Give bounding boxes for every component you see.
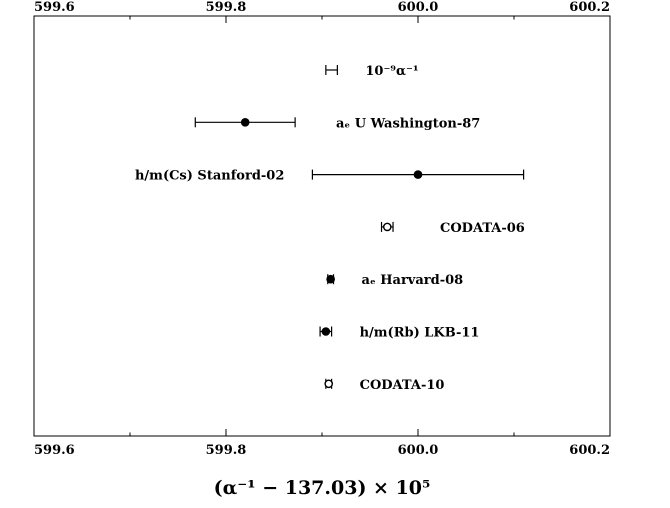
x-tick-label-bottom: 600.0 bbox=[398, 443, 439, 458]
point-label: 10⁻⁹α⁻¹ bbox=[365, 64, 418, 79]
data-point bbox=[326, 274, 335, 284]
x-tick-label-top: 600.0 bbox=[398, 0, 439, 15]
x-tick-label-bottom: 599.8 bbox=[206, 443, 247, 458]
point-label: aₑ U Washington-87 bbox=[336, 116, 480, 131]
x-tick-label-top: 600.2 bbox=[569, 0, 610, 15]
point-label: aₑ Harvard-08 bbox=[362, 273, 464, 288]
axis-ticks: 599.6 599.6 599.8 599.8 600.0 600.0 600.2 600.2 bbox=[33, 0, 611, 458]
x-tick-label-bottom: 599.6 bbox=[34, 443, 75, 458]
data-point bbox=[382, 222, 392, 232]
x-tick-label-top: 599.8 bbox=[206, 0, 247, 15]
data-point bbox=[321, 327, 331, 336]
data-marks: 10⁻⁹α⁻¹ aₑ U Washington-87 h/m(Cs) Stanfor… bbox=[135, 64, 525, 393]
point-label: CODATA-10 bbox=[360, 378, 445, 393]
data-point bbox=[240, 118, 250, 127]
point-label: h/m(Cs) Stanford-02 bbox=[135, 169, 284, 184]
point-label: CODATA-06 bbox=[440, 221, 525, 236]
x-axis-label: (α⁻¹ − 137.03) × 10⁵ bbox=[214, 477, 431, 499]
data-point bbox=[324, 379, 334, 389]
x-tick-label-bottom: 600.2 bbox=[569, 443, 610, 458]
data-point bbox=[413, 170, 423, 179]
point-label: h/m(Rb) LKB-11 bbox=[360, 326, 480, 341]
x-tick-label-top: 599.6 bbox=[34, 0, 75, 15]
